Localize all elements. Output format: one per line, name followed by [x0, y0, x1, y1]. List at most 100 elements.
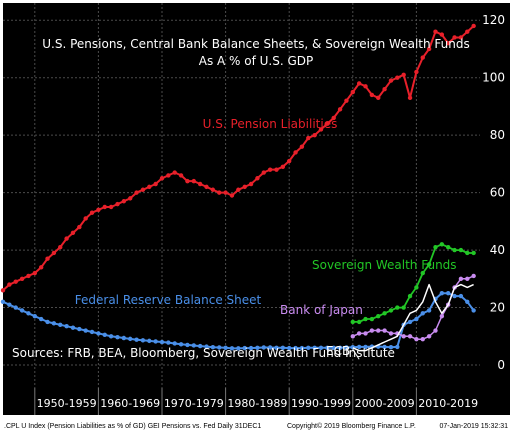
- pension-point: [83, 216, 88, 221]
- boj-point: [376, 328, 381, 333]
- swf-point: [401, 305, 406, 310]
- pension-point: [51, 250, 57, 256]
- ecb-line: [352, 283, 474, 352]
- boj-point: [356, 331, 362, 336]
- fed-point: [325, 345, 330, 350]
- pension-point: [325, 121, 330, 126]
- decade-label: 1950-1959: [37, 397, 97, 410]
- pension-point: [388, 78, 394, 83]
- pension-point: [172, 170, 177, 175]
- boj-point: [401, 334, 406, 339]
- swf-point: [465, 250, 470, 256]
- y-tick-label: 0: [497, 358, 505, 372]
- swf-point: [369, 316, 375, 322]
- fed-point: [363, 344, 368, 350]
- fed-point: [306, 345, 311, 350]
- pension-point: [293, 150, 298, 155]
- fed-point: [77, 326, 82, 332]
- fed-point: [465, 299, 470, 305]
- pension-point: [197, 181, 203, 187]
- series-label-pension: U.S. Pension Liabilities: [203, 117, 338, 131]
- swf-point: [446, 245, 451, 250]
- pension-point: [356, 81, 362, 86]
- footer-center: Copyright© 2019 Bloomberg Finance L.P.: [287, 422, 416, 430]
- pension-point: [407, 95, 413, 101]
- pension-point: [128, 196, 133, 201]
- y-tick-label: 120: [482, 13, 505, 27]
- fed-point: [7, 302, 12, 307]
- fed-point: [248, 345, 254, 351]
- fed-point: [318, 345, 324, 350]
- boj-point: [363, 331, 368, 336]
- chart-subtitle: As A % of U.S. GDP: [199, 54, 314, 68]
- boj-point: [439, 313, 445, 319]
- pension-point: [401, 72, 406, 78]
- decade-label: 2000-2009: [355, 397, 415, 410]
- fed-point: [267, 345, 273, 350]
- swf-point: [395, 305, 400, 310]
- swf-point: [356, 319, 362, 325]
- fed-point: [51, 321, 57, 326]
- fed-point: [108, 334, 114, 339]
- pension-point: [369, 92, 375, 98]
- fed-point: [217, 345, 222, 350]
- pension-point: [299, 144, 305, 149]
- fed-point: [452, 293, 457, 299]
- fed-point: [102, 332, 107, 338]
- pension-point: [363, 84, 368, 89]
- boj-point: [471, 273, 476, 279]
- pension-point: [108, 204, 114, 210]
- boj-point: [426, 334, 432, 339]
- boj-point: [465, 276, 470, 282]
- pension-point: [77, 224, 82, 230]
- grid-lines: [3, 3, 480, 415]
- pension-point: [446, 41, 451, 46]
- pension-point: [223, 190, 228, 195]
- fed-point: [128, 336, 133, 342]
- fed-point: [58, 322, 63, 327]
- series-label-swf: Sovereign Wealth Funds: [312, 258, 457, 272]
- pension-point: [229, 193, 235, 198]
- pension-point: [89, 210, 95, 215]
- pension-point: [465, 29, 470, 34]
- fed-point: [242, 345, 247, 351]
- pension-point: [426, 46, 432, 52]
- fed-point: [414, 316, 419, 322]
- fed-point: [172, 341, 177, 346]
- pension-point: [32, 270, 37, 276]
- swf-point: [363, 316, 368, 322]
- decade-band: [3, 388, 510, 415]
- pension-point: [458, 35, 464, 40]
- pension-point: [306, 135, 311, 141]
- pension-point: [121, 199, 127, 204]
- pension-point: [395, 75, 400, 80]
- swf-point: [407, 293, 413, 299]
- pension-point: [210, 187, 216, 192]
- fed-point: [140, 338, 146, 343]
- decade-label: 1990-1999: [291, 397, 351, 410]
- pension-point: [242, 184, 247, 190]
- ecb-label-pointer: [352, 348, 360, 360]
- fed-point: [331, 345, 336, 350]
- pension-point: [287, 158, 292, 164]
- fed-point: [426, 308, 432, 313]
- fed-point: [293, 345, 298, 351]
- pension-point: [0, 288, 6, 293]
- fed-point: [261, 345, 266, 350]
- pension-point: [7, 282, 12, 287]
- pension-point: [58, 245, 63, 250]
- pension-point: [38, 265, 44, 270]
- decade-label: 1970-1979: [164, 397, 224, 410]
- boj-point: [407, 334, 413, 339]
- series-lines: [0, 23, 476, 360]
- fed-point: [388, 345, 394, 350]
- swf-point: [471, 250, 476, 256]
- boj-point: [458, 276, 464, 282]
- pension-point: [280, 164, 286, 169]
- pension-point: [248, 181, 254, 187]
- pension-point: [318, 127, 324, 132]
- swf-point: [382, 311, 387, 316]
- pension-point: [140, 187, 146, 192]
